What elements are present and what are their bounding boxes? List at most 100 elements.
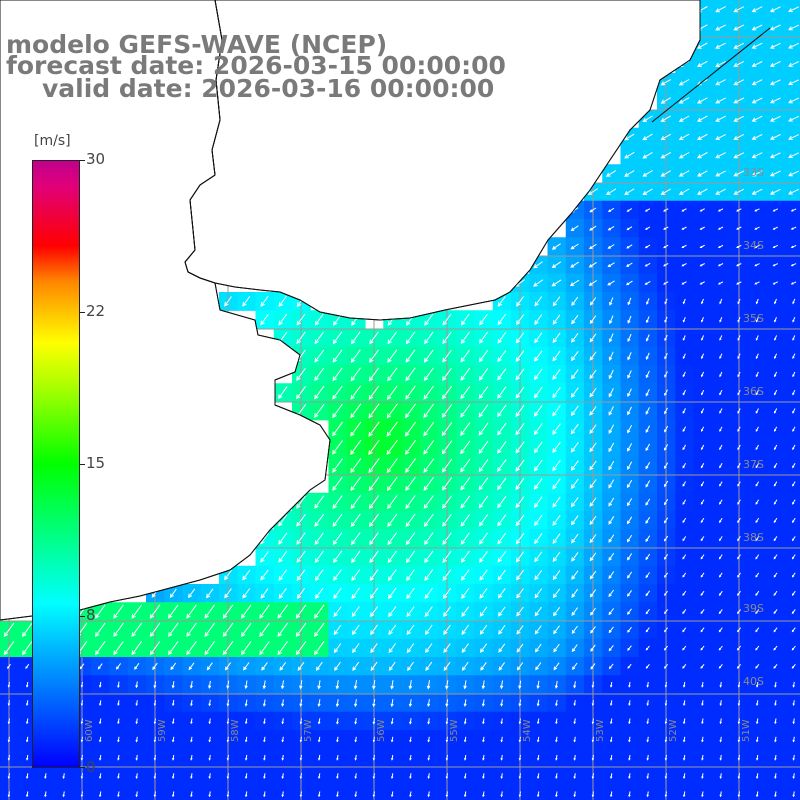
wind-arrow — [682, 317, 686, 323]
wind-arrow — [190, 773, 193, 780]
wind-arrow — [751, 188, 763, 195]
wind-arrow — [354, 718, 357, 725]
wind-arrow — [516, 643, 524, 653]
wind-arrow — [479, 624, 488, 635]
wind-speed-cell — [784, 419, 800, 439]
wind-arrow — [733, 170, 745, 177]
colorbar-tickmark — [80, 312, 85, 313]
wind-arrow — [645, 461, 651, 470]
wind-arrow — [153, 681, 157, 689]
wind-arrow — [788, 42, 800, 49]
wind-arrow — [153, 754, 157, 761]
wind-arrow — [405, 532, 416, 546]
wind-arrow — [368, 403, 380, 419]
wind-arrow — [497, 296, 506, 307]
wind-arrow — [737, 754, 741, 761]
wind-arrow — [788, 24, 800, 31]
wind-arrow — [737, 517, 741, 524]
wind-arrow — [387, 349, 398, 363]
wind-arrow — [226, 773, 230, 780]
wind-arrow — [333, 587, 342, 600]
wind-arrow — [314, 313, 324, 326]
wind-arrow — [186, 622, 197, 638]
wind-arrow — [314, 367, 325, 382]
wind-arrow — [518, 773, 522, 780]
wind-arrow — [607, 225, 615, 231]
wind-arrow — [332, 421, 343, 437]
wind-arrow — [336, 773, 339, 780]
wind-arrow — [736, 208, 742, 212]
longitude-label: 55W — [449, 719, 460, 742]
wind-arrow — [445, 773, 449, 780]
wind-arrow — [515, 533, 525, 545]
wind-arrow — [608, 552, 615, 561]
wind-arrow — [700, 663, 705, 669]
wind-arrow — [699, 208, 705, 212]
wind-arrow — [534, 533, 543, 545]
wind-arrow — [171, 681, 175, 689]
wind-arrow — [644, 280, 651, 285]
wind-arrow — [552, 551, 561, 563]
wind-arrow — [117, 773, 120, 780]
wind-arrow — [664, 316, 668, 323]
wind-arrow — [645, 572, 651, 579]
wind-arrow — [317, 736, 321, 743]
wind-arrow — [589, 351, 597, 361]
wind-arrow — [642, 170, 653, 177]
wind-arrow — [628, 754, 631, 761]
wind-arrow — [260, 295, 269, 307]
wind-arrow — [733, 133, 745, 140]
wind-arrow — [226, 680, 230, 690]
wind-arrow — [515, 477, 525, 490]
wind-arrow — [719, 791, 722, 798]
wind-arrow — [135, 700, 138, 707]
wind-arrow — [407, 661, 415, 672]
wind-arrow — [62, 773, 65, 780]
wind-arrow — [664, 371, 668, 378]
wind-arrow — [682, 773, 686, 780]
wind-arrow — [372, 773, 376, 780]
wind-arrow — [515, 496, 525, 509]
wind-arrow — [682, 536, 687, 542]
wind-arrow — [699, 244, 705, 248]
wind-arrow — [792, 335, 796, 341]
wind-arrow — [350, 532, 361, 546]
colorbar-tickmark — [80, 767, 85, 768]
wind-arrow — [296, 495, 306, 509]
wind-arrow — [701, 371, 705, 378]
wind-arrow — [733, 42, 745, 49]
wind-arrow — [242, 296, 251, 307]
wind-arrow — [296, 569, 306, 581]
wind-arrow — [774, 426, 778, 432]
wind-arrow — [350, 367, 361, 382]
wind-arrow — [791, 590, 796, 596]
wind-arrow — [570, 497, 579, 508]
wind-arrow — [682, 736, 686, 743]
wind-arrow — [792, 481, 796, 487]
wind-arrow — [21, 641, 33, 656]
wind-arrow — [718, 663, 723, 669]
wind-arrow — [243, 662, 250, 671]
wind-arrow — [588, 243, 597, 250]
wind-arrow — [624, 151, 635, 159]
wind-arrow — [682, 481, 687, 487]
wind-arrow — [7, 681, 11, 688]
wind-arrow — [660, 97, 672, 104]
wind-arrow — [80, 791, 84, 798]
wind-arrow — [481, 699, 485, 707]
wind-arrow — [117, 736, 120, 743]
wind-arrow — [463, 718, 467, 725]
wind-arrow — [463, 773, 467, 780]
wind-arrow — [737, 572, 741, 578]
wind-arrow — [608, 442, 615, 453]
wind-arrow — [387, 495, 398, 510]
wind-arrow — [333, 606, 342, 618]
wind-arrow — [405, 513, 416, 528]
wind-arrow — [479, 569, 488, 581]
wind-arrow — [314, 349, 325, 363]
wind-arrow — [460, 386, 471, 400]
wind-arrow — [646, 298, 650, 305]
wind-arrow — [441, 458, 453, 473]
wind-arrow — [152, 662, 158, 671]
